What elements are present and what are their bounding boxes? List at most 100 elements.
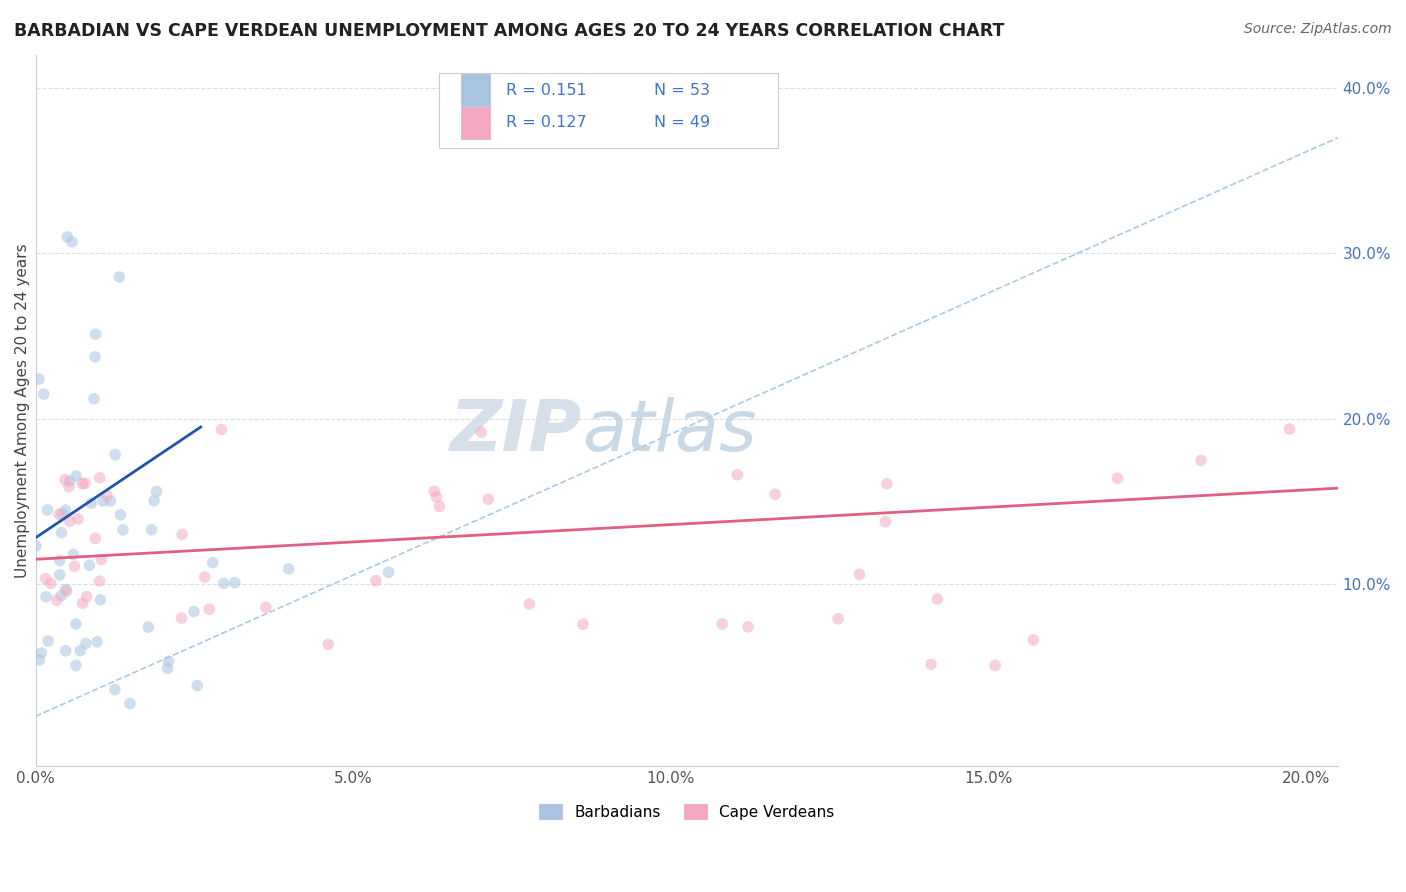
Point bbox=[763, 487, 786, 501]
Point bbox=[572, 617, 595, 632]
Point bbox=[83, 392, 105, 406]
Point bbox=[170, 611, 193, 625]
Point bbox=[425, 490, 447, 504]
Point bbox=[37, 634, 59, 648]
Point bbox=[48, 553, 70, 567]
Point bbox=[156, 661, 179, 675]
Point bbox=[89, 471, 111, 485]
Point bbox=[65, 469, 87, 483]
Point bbox=[37, 503, 59, 517]
Point bbox=[48, 508, 70, 522]
Point bbox=[75, 636, 97, 650]
Point bbox=[59, 514, 82, 528]
Point bbox=[827, 612, 849, 626]
Point bbox=[111, 523, 134, 537]
Point bbox=[984, 658, 1007, 673]
Point bbox=[84, 350, 107, 364]
Point bbox=[91, 494, 114, 508]
Point bbox=[423, 484, 446, 499]
Point bbox=[364, 574, 387, 588]
Point bbox=[110, 508, 132, 522]
Point bbox=[80, 496, 103, 510]
Point bbox=[201, 556, 224, 570]
FancyBboxPatch shape bbox=[461, 107, 489, 139]
Point bbox=[848, 567, 870, 582]
Point bbox=[711, 616, 734, 631]
Point bbox=[470, 425, 492, 439]
Point bbox=[70, 476, 93, 491]
Point bbox=[194, 570, 217, 584]
Point bbox=[427, 500, 450, 514]
Point bbox=[172, 527, 194, 541]
Point bbox=[89, 593, 111, 607]
Text: N = 53: N = 53 bbox=[654, 83, 710, 98]
Point bbox=[145, 484, 167, 499]
Point bbox=[28, 372, 51, 386]
Point bbox=[35, 590, 58, 604]
Point bbox=[737, 620, 759, 634]
Text: N = 49: N = 49 bbox=[654, 115, 710, 130]
Point bbox=[96, 489, 118, 503]
Point bbox=[104, 448, 127, 462]
Point bbox=[39, 576, 62, 591]
Point bbox=[136, 620, 159, 634]
Point bbox=[875, 515, 897, 529]
Point bbox=[56, 230, 79, 244]
Legend: Barbadians, Cape Verdeans: Barbadians, Cape Verdeans bbox=[533, 797, 841, 826]
Text: Source: ZipAtlas.com: Source: ZipAtlas.com bbox=[1244, 22, 1392, 37]
Point bbox=[1022, 632, 1045, 647]
Point bbox=[69, 643, 91, 657]
Point bbox=[58, 480, 80, 494]
Point bbox=[143, 493, 166, 508]
Point bbox=[45, 593, 67, 607]
Point bbox=[224, 575, 246, 590]
Point bbox=[53, 473, 76, 487]
Point bbox=[1278, 422, 1301, 436]
Y-axis label: Unemployment Among Ages 20 to 24 years: Unemployment Among Ages 20 to 24 years bbox=[15, 244, 30, 578]
Point bbox=[55, 503, 77, 517]
Point bbox=[63, 559, 86, 574]
Point bbox=[1107, 471, 1129, 485]
Point bbox=[920, 657, 942, 672]
Point bbox=[316, 637, 339, 651]
Point bbox=[212, 576, 235, 591]
Point bbox=[55, 644, 77, 658]
Point bbox=[186, 678, 208, 692]
Point bbox=[104, 682, 127, 697]
Point bbox=[517, 597, 540, 611]
Point bbox=[198, 602, 221, 616]
Point bbox=[62, 547, 84, 561]
Point bbox=[73, 476, 96, 491]
Point bbox=[48, 567, 70, 582]
Point bbox=[108, 270, 131, 285]
Point bbox=[477, 492, 499, 507]
Point bbox=[84, 327, 107, 342]
Point bbox=[277, 562, 299, 576]
Point bbox=[51, 589, 73, 603]
Point bbox=[84, 532, 107, 546]
Point bbox=[55, 584, 77, 599]
Point bbox=[183, 605, 205, 619]
Point bbox=[51, 507, 73, 521]
Point bbox=[927, 592, 949, 607]
Point bbox=[72, 596, 94, 610]
Point bbox=[876, 476, 898, 491]
Text: ZIP: ZIP bbox=[450, 397, 582, 467]
Point bbox=[90, 552, 112, 566]
Point bbox=[100, 494, 122, 508]
Point bbox=[118, 697, 141, 711]
Point bbox=[51, 525, 73, 540]
Point bbox=[79, 558, 101, 573]
Point bbox=[34, 572, 56, 586]
Point bbox=[67, 512, 90, 526]
Point bbox=[25, 539, 48, 553]
Point bbox=[725, 467, 748, 482]
Point bbox=[141, 523, 163, 537]
Text: R = 0.151: R = 0.151 bbox=[506, 83, 586, 98]
Point bbox=[30, 646, 52, 660]
Text: BARBADIAN VS CAPE VERDEAN UNEMPLOYMENT AMONG AGES 20 TO 24 YEARS CORRELATION CHA: BARBADIAN VS CAPE VERDEAN UNEMPLOYMENT A… bbox=[14, 22, 1004, 40]
Point bbox=[89, 574, 111, 588]
Point bbox=[76, 590, 98, 604]
Text: R = 0.127: R = 0.127 bbox=[506, 115, 586, 130]
Point bbox=[55, 582, 77, 597]
